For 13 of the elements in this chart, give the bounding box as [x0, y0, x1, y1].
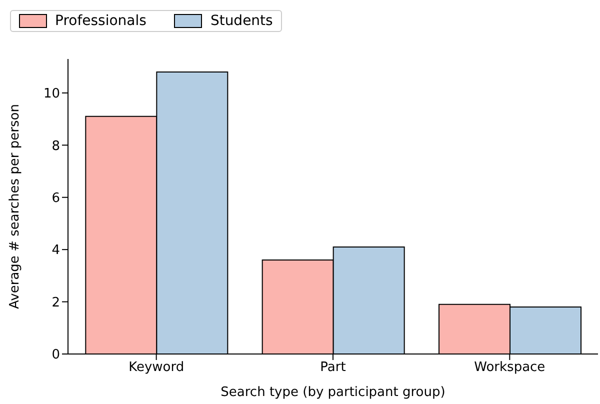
y-tick-label: 10 [43, 86, 60, 102]
y-tick-label: 0 [52, 348, 60, 363]
y-tick-label: 8 [52, 138, 60, 154]
x-tick-label: Workspace [474, 360, 546, 376]
y-axis-title: Average # searches per person [8, 104, 23, 309]
legend-label: Students [209, 13, 273, 29]
x-tick-label: Part [320, 360, 346, 376]
x-axis-title: Search type (by participant group) [220, 385, 446, 400]
x-tick-label: Keyword [128, 360, 184, 376]
legend-label: Professionals [54, 13, 146, 29]
y-tick-label: 2 [52, 295, 60, 310]
y-tick-label: 6 [52, 190, 60, 206]
y-tick-label: 4 [52, 243, 60, 258]
